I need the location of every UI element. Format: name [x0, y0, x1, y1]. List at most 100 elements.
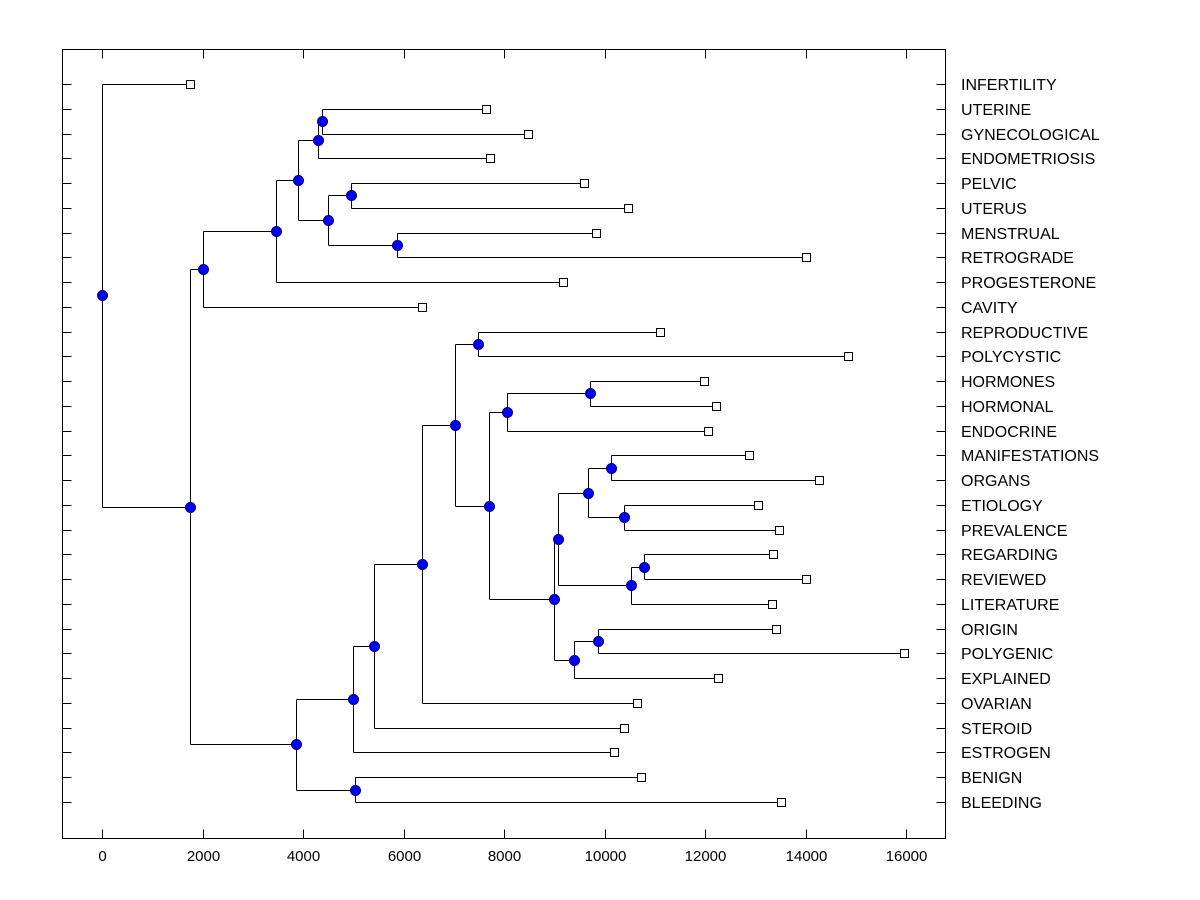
x-tick-label: 6000 [388, 848, 421, 865]
leaf-label: UTERINE [961, 102, 1031, 119]
leaf-marker [700, 377, 709, 386]
leaf-marker [624, 204, 633, 213]
leaf-label: ENDOMETRIOSIS [961, 151, 1095, 168]
cluster-node [619, 512, 630, 523]
cluster-node [417, 559, 428, 570]
cluster-node [502, 407, 513, 418]
leaf-label: RETROGRADE [961, 250, 1074, 267]
leaf-label: CAVITY [961, 300, 1018, 317]
x-axis: 0 2000 4000 6000 8000 10000 12000 14000 16000 [98, 49, 928, 865]
leaf-marker [712, 402, 721, 411]
leaf-label: LITERATURE [961, 597, 1059, 614]
leaf-label: BLEEDING [961, 795, 1042, 812]
x-tick-label: 4000 [287, 848, 320, 865]
x-tick-label: 16000 [886, 848, 928, 865]
leaf-label: UTERUS [961, 201, 1027, 218]
leaf-label: POLYCYSTIC [961, 349, 1061, 366]
x-tick-label: 12000 [685, 848, 727, 865]
leaf-label: ENDOCRINE [961, 424, 1057, 441]
cluster-node [569, 655, 580, 666]
leaf-marker [704, 427, 713, 436]
cluster-node [313, 135, 324, 146]
leaf-label: PROGESTERONE [961, 275, 1096, 292]
leaf-marker [620, 724, 629, 733]
y-axis-ticks [62, 84, 946, 803]
leaf-marker [745, 451, 754, 460]
cluster-node [346, 190, 357, 201]
cluster-node [317, 116, 328, 127]
leaf-marker [754, 501, 763, 510]
cluster-node [323, 215, 334, 226]
cluster-node [293, 175, 304, 186]
leaf-marker [186, 80, 195, 89]
cluster-node [585, 388, 596, 399]
leaf-label: MENSTRUAL [961, 226, 1060, 243]
cluster-node [291, 739, 302, 750]
leaf-marker [844, 352, 853, 361]
leaf-label: HORMONAL [961, 399, 1054, 416]
cluster-node [606, 463, 617, 474]
x-tick-label: 8000 [488, 848, 521, 865]
branches [102, 84, 905, 803]
cluster-node [198, 264, 209, 275]
cluster-node [97, 290, 108, 301]
cluster-node [639, 562, 650, 573]
leaf-marker [580, 179, 589, 188]
cluster-node [350, 785, 361, 796]
cluster-node [583, 488, 594, 499]
leaf-marker [815, 476, 824, 485]
cluster-node [348, 694, 359, 705]
leaf-marker [772, 625, 781, 634]
internal-nodes [97, 116, 650, 796]
leaf-marker [768, 600, 777, 609]
x-tick-label: 0 [98, 848, 106, 865]
leaf-marker [559, 278, 568, 287]
leaf-marker [714, 674, 723, 683]
leaf-label: OVARIAN [961, 696, 1032, 713]
cluster-node [484, 501, 495, 512]
leaf-labels: INFERTILITY UTERINE GYNECOLOGICAL ENDOMETRI… [961, 77, 1100, 812]
leaf-label: POLYGENIC [961, 646, 1053, 663]
cluster-node [450, 420, 461, 431]
x-tick-label: 10000 [585, 848, 627, 865]
leaf-marker [775, 526, 784, 535]
leaf-marker [633, 699, 642, 708]
leaf-label: PREVALENCE [961, 523, 1067, 540]
leaf-marker [769, 550, 778, 559]
leaf-marker [610, 748, 619, 757]
leaf-marker [900, 649, 909, 658]
leaf-label: REPRODUCTIVE [961, 325, 1088, 342]
cluster-node [369, 641, 380, 652]
leaf-marker [524, 130, 533, 139]
cluster-node [185, 502, 196, 513]
leaf-label: ORIGIN [961, 622, 1018, 639]
cluster-node [271, 226, 282, 237]
leaf-label: INFERTILITY [961, 77, 1057, 94]
leaf-marker [777, 798, 786, 807]
leaf-label: STEROID [961, 721, 1032, 738]
cluster-node [392, 240, 403, 251]
leaf-marker [592, 229, 601, 238]
leaf-label: REVIEWED [961, 572, 1046, 589]
cluster-node [593, 636, 604, 647]
leaf-label: GYNECOLOGICAL [961, 127, 1100, 144]
leaf-label: EXPLAINED [961, 671, 1051, 688]
plot-frame [62, 49, 946, 839]
leaf-markers [186, 80, 909, 807]
leaf-marker [486, 154, 495, 163]
leaf-label: REGARDING [961, 547, 1058, 564]
leaf-marker [656, 328, 665, 337]
cluster-node [626, 580, 637, 591]
leaf-label: ORGANS [961, 473, 1030, 490]
leaf-marker [637, 773, 646, 782]
leaf-label: HORMONES [961, 374, 1055, 391]
cluster-node [553, 534, 564, 545]
leaf-label: ETIOLOGY [961, 498, 1043, 515]
leaf-marker [418, 303, 427, 312]
leaf-label: MANIFESTATIONS [961, 448, 1099, 465]
leaf-marker [802, 253, 811, 262]
leaf-marker [482, 105, 491, 114]
leaf-marker [802, 575, 811, 584]
leaf-label: PELVIC [961, 176, 1017, 193]
